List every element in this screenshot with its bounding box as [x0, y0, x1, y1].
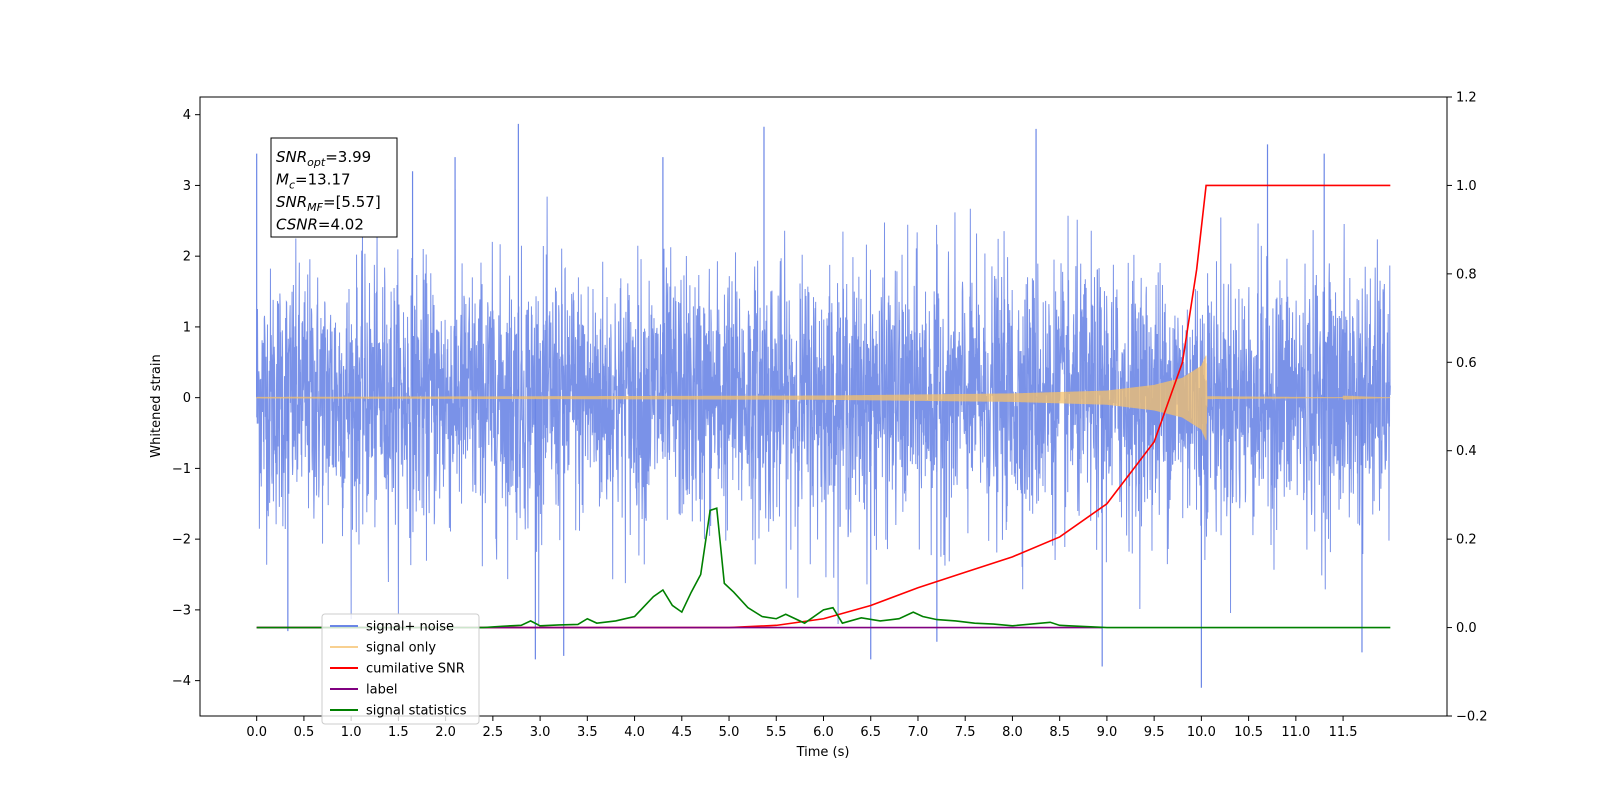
x-tick-label: 9.0 [1097, 725, 1118, 740]
series-signal-only [256, 355, 1391, 441]
y-tick-label: 1 [183, 320, 191, 335]
y2-tick-label: 0.2 [1456, 533, 1477, 548]
x-tick-label: 11.0 [1281, 725, 1310, 740]
x-tick-label: 8.0 [1002, 725, 1023, 740]
y2-tick-label: −0.2 [1456, 710, 1488, 725]
x-tick-label: 10.0 [1187, 725, 1216, 740]
y-tick-label: −2 [172, 533, 191, 548]
info-box-line: CSNR=4.02 [276, 216, 364, 234]
x-tick-label: 3.5 [577, 725, 598, 740]
y-tick-label: −4 [172, 674, 191, 689]
x-tick-label: 1.0 [341, 725, 362, 740]
x-tick-label: 1.5 [388, 725, 409, 740]
x-tick-label: 10.5 [1234, 725, 1263, 740]
x-tick-label: 5.5 [766, 725, 787, 740]
x-tick-label: 4.5 [671, 725, 692, 740]
info-box-line: Mc=13.17 [276, 171, 351, 192]
legend-label: cumilative SNR [366, 662, 465, 677]
x-tick-label: 4.0 [624, 725, 645, 740]
series-signal-statistics [256, 507, 1391, 629]
x-tick-label: 9.5 [1144, 725, 1165, 740]
y-tick-label: −1 [172, 462, 191, 477]
series-signal-noise [256, 189, 1391, 625]
plot-area [256, 123, 1391, 688]
info-box-frame [270, 137, 398, 238]
y-axis-label: Whitened strain [149, 354, 164, 457]
y-axis-left: 4 3 2 1 0 −1 −2 −3 −4 [172, 108, 200, 689]
x-tick-label: 5.0 [719, 725, 740, 740]
legend-label: signal only [366, 641, 436, 656]
y-tick-label: 2 [183, 250, 191, 265]
legend-label: signal+ noise [366, 620, 454, 635]
series-cumilative-snr [256, 184, 1391, 629]
y-tick-label: 3 [183, 179, 191, 194]
y2-tick-label: 1.0 [1456, 179, 1477, 194]
y2-tick-label: 0.4 [1456, 444, 1477, 459]
info-box-line: SNRopt=3.99 [276, 148, 371, 169]
y2-tick-label: 0.8 [1456, 267, 1477, 282]
x-tick-label: 7.5 [955, 725, 976, 740]
x-tick-label: 6.5 [860, 725, 881, 740]
legend-label: signal statistics [366, 704, 467, 719]
x-tick-label: 0.5 [294, 725, 315, 740]
x-axis: 0.0 0.5 1.0 1.5 2.0 2.5 3.0 3.5 4.0 4.5 5.0 5.5 6.0 6… [246, 716, 1358, 740]
legend-frame [321, 613, 480, 725]
info-box-line: SNRMF=[5.57] [276, 193, 381, 214]
legend: signal+ noise signal only cumilative SNR la… [321, 613, 480, 725]
legend-label: label [366, 683, 397, 698]
x-tick-label: 11.5 [1329, 725, 1358, 740]
x-tick-label: 6.0 [813, 725, 834, 740]
x-tick-label: 8.5 [1049, 725, 1070, 740]
y2-tick-label: 1.2 [1456, 91, 1477, 106]
x-tick-label: 2.0 [435, 725, 456, 740]
x-tick-label: 3.0 [530, 725, 551, 740]
x-tick-label: 7.0 [908, 725, 929, 740]
y2-tick-label: 0.0 [1456, 621, 1477, 636]
x-tick-label: 0.0 [246, 725, 267, 740]
y-tick-label: −3 [172, 603, 191, 618]
y2-tick-label: 0.6 [1456, 356, 1477, 371]
x-axis-label: Time (s) [796, 745, 850, 760]
y-axis-right: 1.2 1.0 0.8 0.6 0.4 0.2 0.0 −0.2 [1447, 91, 1488, 725]
x-tick-label: 2.5 [483, 725, 504, 740]
y-tick-label: 0 [183, 391, 191, 406]
y-tick-label: 4 [183, 108, 191, 123]
